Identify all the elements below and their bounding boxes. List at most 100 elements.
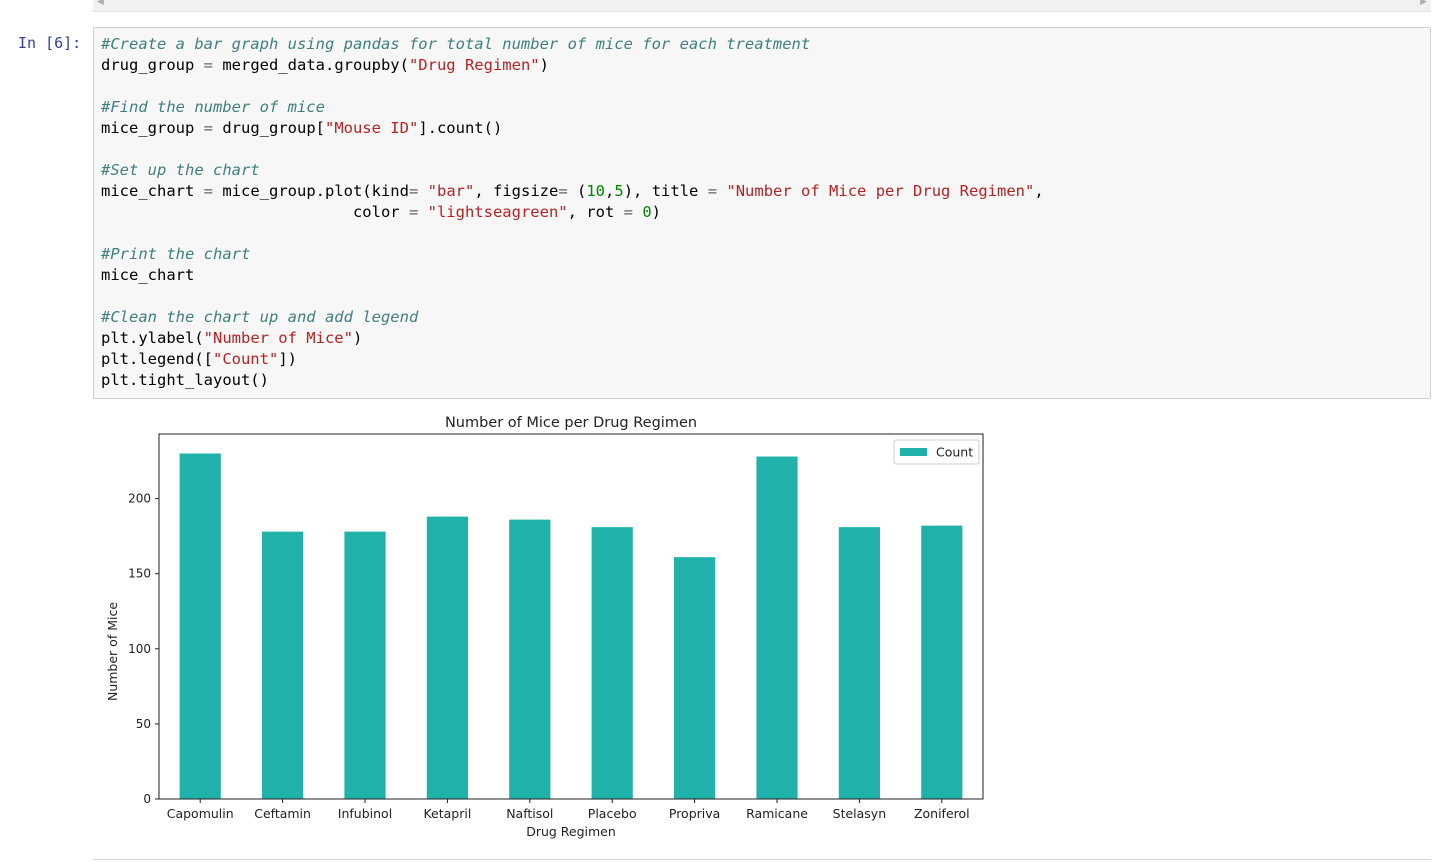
- code-token: =: [203, 119, 213, 137]
- code-token: plt.legend([: [101, 350, 213, 368]
- code-line: plt.tight_layout(): [101, 370, 1044, 391]
- x-tick-label: Placebo: [588, 806, 637, 821]
- y-tick-label: 100: [128, 642, 151, 656]
- bar: [591, 527, 633, 799]
- code-comment: #Clean the chart up and add legend: [101, 308, 419, 326]
- bar: [179, 453, 221, 799]
- bar: [921, 525, 963, 799]
- code-line: mice_group = drug_group["Mouse ID"].coun…: [101, 118, 1044, 139]
- legend-swatch: [900, 448, 927, 456]
- y-tick-label: 200: [128, 492, 151, 506]
- code-token: 0: [642, 203, 652, 221]
- code-token: =: [707, 182, 718, 200]
- x-tick-label: Ketapril: [423, 806, 471, 821]
- code-token: ): [539, 56, 549, 74]
- code-token: [418, 203, 427, 221]
- x-tick-label: Ceftamin: [254, 806, 311, 821]
- code-line: #Print the chart: [101, 244, 1044, 265]
- code-token: 10: [586, 182, 606, 200]
- code-string: "Number of Mice": [203, 329, 353, 347]
- y-tick-label: 150: [128, 567, 151, 581]
- code-cell-input[interactable]: #Create a bar graph using pandas for tot…: [93, 27, 1431, 399]
- code-token: 5: [614, 182, 624, 200]
- bar-chart: Number of Mice per Drug Regimen 0 50 100 150…: [105, 415, 984, 839]
- code-token: ]): [278, 350, 297, 368]
- x-tick-label: Propriva: [669, 806, 720, 821]
- code-line: plt.ylabel("Number of Mice"): [101, 328, 1044, 349]
- code-line: [101, 223, 1044, 244]
- code-token: , figsize: [474, 182, 559, 200]
- code-token: =: [408, 182, 419, 200]
- code-string: "Count": [212, 350, 279, 368]
- code-token: mice_group: [101, 119, 204, 137]
- x-tick-label: Capomulin: [167, 806, 234, 821]
- code-token: ), title: [623, 182, 708, 200]
- bar: [756, 456, 798, 799]
- code-line: [101, 286, 1044, 307]
- code-line: [101, 139, 1044, 160]
- x-tick-label: Infubinol: [338, 806, 392, 821]
- legend-box: [893, 439, 980, 465]
- code-token: plt.tight_layout(): [101, 371, 269, 389]
- scroll-right-arrow-icon[interactable]: ▶: [1420, 0, 1427, 7]
- code-token: ): [651, 203, 661, 221]
- code-token: [717, 182, 726, 200]
- previous-cell-scrollbar[interactable]: ◀ ▶: [93, 0, 1431, 12]
- x-tick-label: Zoniferol: [914, 806, 970, 821]
- plot-frame: [158, 433, 984, 800]
- code-string: "bar": [427, 182, 475, 200]
- code-comment: #Create a bar graph using pandas for tot…: [101, 35, 811, 53]
- code-line: mice_chart: [101, 265, 1044, 286]
- x-tick-label: Stelasyn: [833, 806, 887, 821]
- code-token: mice_chart: [101, 182, 204, 200]
- code-token: =: [558, 182, 568, 200]
- x-axis-label: Drug Regimen: [526, 824, 616, 839]
- cell-output: Number of Mice per Drug Regimen 0 50 100 150…: [93, 400, 993, 850]
- bar: [509, 519, 551, 799]
- code-line: #Create a bar graph using pandas for tot…: [101, 34, 1044, 55]
- code-line: [101, 76, 1044, 97]
- code-string: "Number of Mice per Drug Regimen": [726, 182, 1035, 200]
- code-token: =: [203, 182, 213, 200]
- code-line: #Set up the chart: [101, 160, 1044, 181]
- code-token: drug_group[: [213, 119, 325, 137]
- cell-divider: [93, 859, 1431, 860]
- code-line: plt.legend(["Count"]): [101, 349, 1044, 370]
- x-tick-label: Naftisol: [506, 806, 553, 821]
- x-tick-label: Ramicane: [746, 806, 808, 821]
- bar: [344, 531, 386, 799]
- code-token: mice_chart: [101, 266, 195, 284]
- code-token: [633, 203, 642, 221]
- code-line: #Clean the chart up and add legend: [101, 307, 1044, 328]
- code-comment: #Print the chart: [101, 245, 251, 263]
- code-comment: #Set up the chart: [101, 161, 260, 179]
- code-token: ,: [1034, 182, 1044, 200]
- code-editor[interactable]: #Create a bar graph using pandas for tot…: [101, 34, 1044, 391]
- code-line: drug_group = merged_data.groupby("Drug R…: [101, 55, 1044, 76]
- code-token: =: [623, 203, 633, 221]
- code-token: =: [408, 203, 419, 221]
- code-token: , rot: [567, 203, 624, 221]
- code-token: =: [203, 56, 213, 74]
- chart-title: Number of Mice per Drug Regimen: [445, 415, 697, 431]
- cell-prompt: In [6]:: [18, 34, 82, 52]
- code-line: color = "lightseagreen", rot = 0): [101, 202, 1044, 223]
- code-line: #Find the number of mice: [101, 97, 1044, 118]
- code-token: ,: [605, 182, 615, 200]
- code-token: mice_group.plot(kind: [213, 182, 409, 200]
- scroll-left-arrow-icon[interactable]: ◀: [97, 0, 104, 7]
- y-tick-label: 50: [136, 717, 151, 731]
- code-token: [418, 182, 427, 200]
- code-string: "lightseagreen": [427, 203, 568, 221]
- code-comment: #Find the number of mice: [101, 98, 325, 116]
- code-token: ].count(): [418, 119, 503, 137]
- code-line: mice_chart = mice_group.plot(kind= "bar"…: [101, 181, 1044, 202]
- code-token: color: [101, 203, 409, 221]
- code-token: plt.ylabel(: [101, 329, 204, 347]
- code-token: ): [352, 329, 363, 347]
- legend-label: Count: [936, 445, 973, 460]
- code-string: "Drug Regimen": [408, 56, 540, 74]
- bar: [426, 516, 468, 799]
- code-string: "Mouse ID": [324, 119, 419, 137]
- code-token: (: [567, 182, 587, 200]
